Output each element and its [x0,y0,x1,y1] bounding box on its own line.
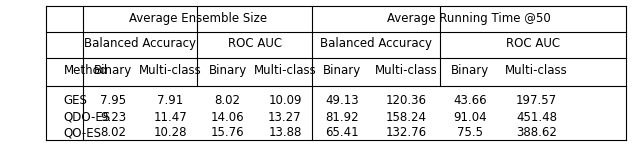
Text: 13.27: 13.27 [268,111,302,124]
Text: Balanced Accuracy: Balanced Accuracy [84,37,196,50]
Text: Average Ensemble Size: Average Ensemble Size [129,12,267,25]
Text: 9.23: 9.23 [100,111,126,124]
Text: 43.66: 43.66 [453,94,486,107]
Text: Binary: Binary [451,64,489,77]
Text: 15.76: 15.76 [211,126,244,139]
Text: 14.06: 14.06 [211,111,244,124]
Text: 8.02: 8.02 [214,94,241,107]
Text: Binary: Binary [323,64,362,77]
Text: 8.02: 8.02 [100,126,126,139]
Text: ROC AUC: ROC AUC [228,37,282,50]
Text: Multi-class: Multi-class [374,64,437,77]
Text: 91.04: 91.04 [453,111,486,124]
Text: 49.13: 49.13 [326,94,359,107]
Text: 7.95: 7.95 [100,94,126,107]
Text: 75.5: 75.5 [457,126,483,139]
Text: Balanced Accuracy: Balanced Accuracy [320,37,432,50]
Text: 7.91: 7.91 [157,94,184,107]
Text: 388.62: 388.62 [516,126,557,139]
Text: Binary: Binary [94,64,132,77]
Text: QDO-ES: QDO-ES [64,111,111,124]
Text: 158.24: 158.24 [385,111,426,124]
Text: Binary: Binary [209,64,247,77]
Text: 120.36: 120.36 [385,94,426,107]
Text: 81.92: 81.92 [326,111,359,124]
Text: 11.47: 11.47 [154,111,187,124]
Text: 451.48: 451.48 [516,111,557,124]
Text: QO-ES: QO-ES [64,126,102,139]
Text: 132.76: 132.76 [385,126,427,139]
Text: ROC AUC: ROC AUC [506,37,560,50]
Text: 10.28: 10.28 [154,126,187,139]
Text: Method: Method [64,64,108,77]
Text: Multi-class: Multi-class [506,64,568,77]
Text: Multi-class: Multi-class [139,64,202,77]
Text: 65.41: 65.41 [326,126,359,139]
Text: 10.09: 10.09 [268,94,301,107]
Text: 13.88: 13.88 [268,126,301,139]
Text: 197.57: 197.57 [516,94,557,107]
Text: Multi-class: Multi-class [253,64,316,77]
Text: GES: GES [64,94,88,107]
Text: Average Running Time @50: Average Running Time @50 [387,12,551,25]
